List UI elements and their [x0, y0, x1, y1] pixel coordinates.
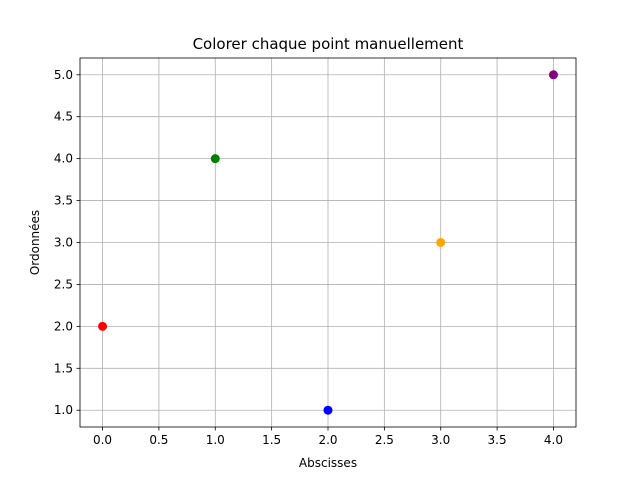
x-tick-label: 0.5 [149, 433, 168, 447]
y-tick-label: 4.5 [54, 110, 73, 124]
y-tick-label: 2.0 [54, 319, 73, 333]
x-tick-label: 1.0 [206, 433, 225, 447]
y-axis-label: Ordonnées [28, 210, 42, 275]
axis-ticks: 0.0 0.5 1.0 1.5 2.0 2.5 3.0 3.5 4.0 1.0 1.5 2.0 2.5 3… [54, 68, 563, 447]
x-tick-label: 3.0 [431, 433, 450, 447]
data-point [548, 70, 558, 80]
data-point [323, 405, 333, 415]
data-point [436, 238, 446, 247]
y-tick-label: 2.5 [54, 277, 73, 291]
x-tick-label: 1.5 [262, 433, 281, 447]
y-tick-label: 3.0 [54, 236, 73, 250]
y-tick-label: 4.0 [54, 152, 73, 166]
y-tick-label: 1.5 [54, 361, 73, 375]
x-tick-label: 4.0 [544, 433, 563, 447]
data-point [210, 154, 220, 164]
x-tick-label: 2.0 [318, 433, 337, 447]
data-point [98, 321, 108, 331]
y-tick-label: 5.0 [54, 68, 73, 82]
x-tick-label: 3.5 [488, 433, 507, 447]
y-tick-label: 3.5 [54, 194, 73, 208]
x-tick-label: 2.5 [375, 433, 394, 447]
chart-title: Colorer chaque point manuellement [193, 35, 464, 53]
y-tick-label: 1.0 [54, 403, 73, 417]
grid-lines [80, 58, 576, 427]
x-tick-label: 0.0 [93, 433, 112, 447]
data-points [98, 70, 558, 415]
x-axis-label: Abscisses [299, 456, 357, 470]
